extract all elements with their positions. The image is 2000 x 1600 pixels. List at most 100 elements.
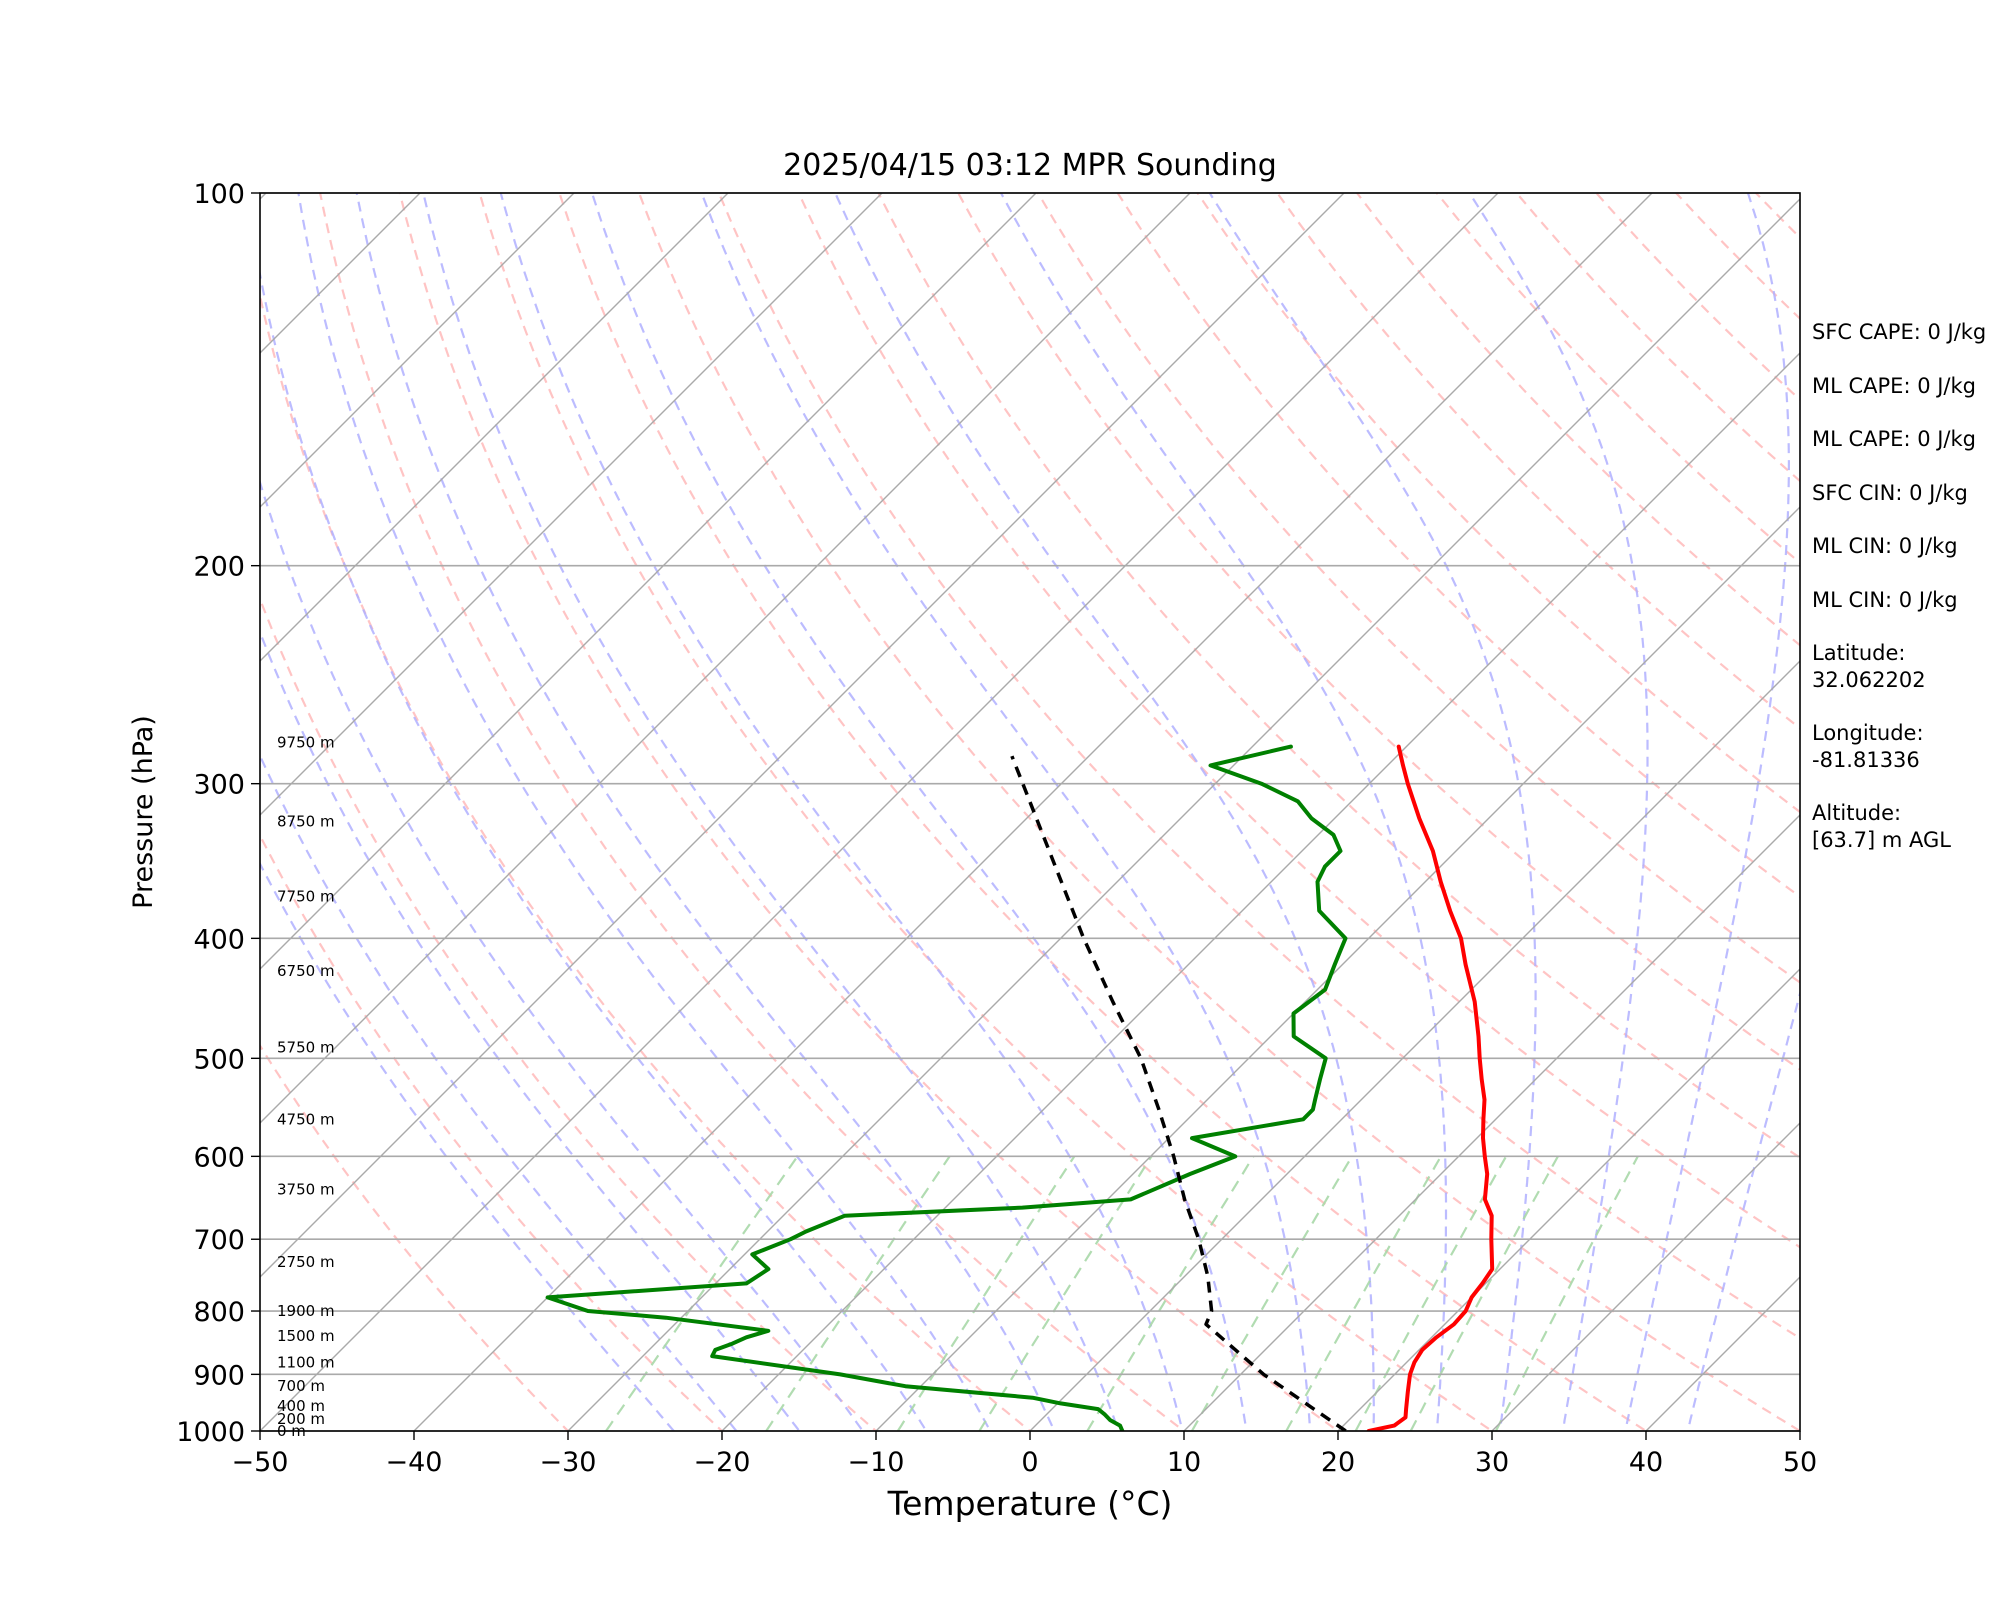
y-tick-label: 100 <box>193 179 245 210</box>
moist-adiabat <box>260 269 928 1431</box>
isotherm <box>567 198 1800 1431</box>
isotherm <box>721 352 1800 1431</box>
height-label: 4750 m <box>277 1110 335 1128</box>
dry-adiabat <box>398 193 1340 1431</box>
dry-adiabat <box>1116 193 1800 899</box>
dry-adiabat <box>797 193 1800 1249</box>
moist-adiabat <box>1000 193 1448 1431</box>
isotherm <box>260 193 883 816</box>
height-label: 7750 m <box>277 887 335 905</box>
height-label: 1100 m <box>277 1353 335 1371</box>
x-axis: −50 −40 −30 −20 −10 0 10 20 30 40 50 <box>232 1431 1817 1478</box>
dry-adiabat <box>1196 193 1800 814</box>
annotation-text: Longitude: <box>1812 721 1924 745</box>
x-tick-label: −30 <box>540 1447 597 1478</box>
y-tick-label: 800 <box>193 1297 245 1328</box>
x-tick-label: −40 <box>386 1447 443 1478</box>
mixing-ratio-line <box>1494 1155 1639 1431</box>
annotation-text: Altitude: <box>1812 801 1901 825</box>
isotherm <box>1029 660 1800 1431</box>
y-tick-label: 500 <box>193 1044 245 1075</box>
mixing-ratio-line <box>765 1155 951 1431</box>
x-tick-label: 0 <box>1021 1447 1038 1478</box>
moist-adiabat <box>834 193 1375 1431</box>
annotation-text: ML CIN: 0 J/kg <box>1812 588 1958 612</box>
mixing-ratio-line <box>1409 1155 1559 1431</box>
dry-adiabat <box>260 1043 570 1431</box>
moist-adiabat <box>260 753 738 1431</box>
isotherm <box>1183 814 1800 1431</box>
annotation-text: ML CAPE: 0 J/kg <box>1812 427 1976 451</box>
pressure-gridlines <box>260 192 1800 1432</box>
dry-adiabat <box>637 193 1800 1431</box>
annotation-text: ML CIN: 0 J/kg <box>1812 534 1958 558</box>
chart-title: 2025/04/15 03:12 MPR Sounding <box>783 148 1277 183</box>
annotation-text: 32.062202 <box>1812 668 1926 692</box>
moist-adiabat <box>1208 193 1537 1431</box>
mixing-ratio-line <box>978 1155 1153 1431</box>
height-label: 1900 m <box>277 1302 335 1320</box>
mixing-ratio-line <box>1285 1155 1442 1431</box>
temperature-trace <box>1366 744 1495 1431</box>
annotation-text: Latitude: <box>1812 641 1906 665</box>
mixing-ratio-line <box>1190 1155 1353 1431</box>
isotherm <box>260 193 575 508</box>
isotherm <box>260 193 1191 1124</box>
x-tick-label: 20 <box>1321 1447 1355 1478</box>
height-label: 2750 m <box>277 1253 335 1271</box>
height-label: 3750 m <box>277 1180 335 1198</box>
plot-frame <box>259 192 1801 1432</box>
height-label: 1500 m <box>277 1327 335 1345</box>
y-axis-label: Pressure (hPa) <box>128 715 159 909</box>
y-tick-label: 1000 <box>176 1417 245 1448</box>
dry-adiabat <box>260 595 878 1431</box>
dry-adiabat <box>956 193 1800 1071</box>
isotherm <box>260 193 1037 970</box>
x-tick-label: 40 <box>1629 1447 1663 1478</box>
y-tick-label: 900 <box>193 1360 245 1391</box>
dry-adiabat <box>478 193 1494 1431</box>
background-lines <box>260 193 1800 1431</box>
annotation-text: ML CAPE: 0 J/kg <box>1812 374 1976 398</box>
annotation-text: [63.7] m AGL <box>1812 828 1951 852</box>
y-tick-label: 700 <box>193 1225 245 1256</box>
height-label: 400 m <box>277 1397 325 1415</box>
annotation-text: -81.81336 <box>1812 748 1920 772</box>
moist-adiabat <box>422 193 1120 1431</box>
dewpoint-trace <box>545 744 1348 1431</box>
isotherm <box>260 193 729 662</box>
moist-adiabat <box>1624 193 1791 1431</box>
isotherm <box>260 193 1499 1431</box>
dry-adiabat <box>1515 193 1800 483</box>
height-label: 700 m <box>277 1377 325 1395</box>
x-tick-label: −20 <box>694 1447 751 1478</box>
height-label: 0 m <box>277 1422 306 1440</box>
y-tick-label: 200 <box>193 552 245 583</box>
dry-adiabat <box>1594 193 1800 402</box>
y-tick-label: 300 <box>193 770 245 801</box>
moist-adiabat <box>499 193 1184 1431</box>
dry-adiabat <box>717 193 1800 1340</box>
x-axis-label: Temperature (°C) <box>887 1484 1173 1523</box>
isotherm <box>260 193 1345 1278</box>
dry-adiabat <box>260 291 1032 1431</box>
height-label: 5750 m <box>277 1038 335 1056</box>
y-tick-label: 600 <box>193 1142 245 1173</box>
x-tick-label: −10 <box>848 1447 905 1478</box>
sounding-traces <box>545 744 1495 1431</box>
x-tick-label: 30 <box>1475 1447 1509 1478</box>
isotherm <box>1491 1122 1800 1431</box>
height-label: 8750 m <box>277 813 335 831</box>
sounding-parameters: SFC CAPE: 0 J/kg ML CAPE: 0 J/kg ML CAPE: … <box>1812 320 1986 852</box>
dry-adiabat <box>318 193 1186 1431</box>
dry-adiabat <box>558 193 1649 1431</box>
x-tick-label: 50 <box>1783 1447 1817 1478</box>
height-label: 6750 m <box>277 962 335 980</box>
x-tick-label: 10 <box>1167 1447 1201 1478</box>
annotation-text: SFC CIN: 0 J/kg <box>1812 481 1968 505</box>
moist-adiabat <box>590 193 1248 1431</box>
parcel-profile-trace <box>1010 755 1347 1431</box>
y-axis: 100 200 300 400 500 600 700 800 900 1000 <box>176 179 260 1448</box>
